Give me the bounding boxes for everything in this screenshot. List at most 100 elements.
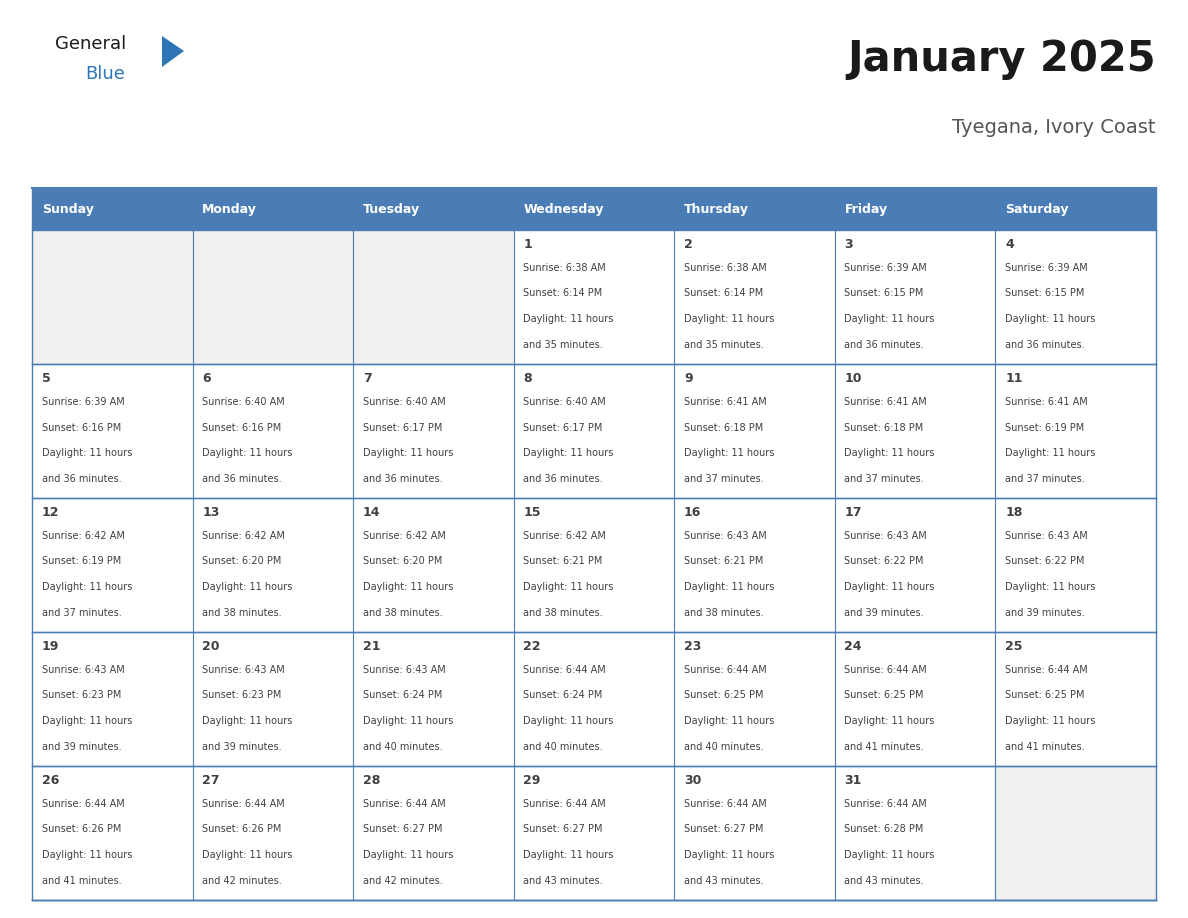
Bar <box>513 498 675 632</box>
Bar <box>353 230 513 364</box>
Text: 8: 8 <box>524 372 532 385</box>
Bar <box>32 766 192 900</box>
Text: and 36 minutes.: and 36 minutes. <box>362 474 442 484</box>
Text: Daylight: 11 hours: Daylight: 11 hours <box>1005 314 1095 324</box>
Text: and 37 minutes.: and 37 minutes. <box>1005 474 1085 484</box>
Text: 12: 12 <box>42 506 59 519</box>
Text: Sunrise: 6:38 AM: Sunrise: 6:38 AM <box>524 263 606 273</box>
Text: and 39 minutes.: and 39 minutes. <box>202 742 282 752</box>
Text: Daylight: 11 hours: Daylight: 11 hours <box>684 314 775 324</box>
Text: Sunrise: 6:44 AM: Sunrise: 6:44 AM <box>362 799 446 809</box>
Text: Sunset: 6:15 PM: Sunset: 6:15 PM <box>1005 288 1085 298</box>
Text: Sunset: 6:20 PM: Sunset: 6:20 PM <box>202 556 282 566</box>
Text: Daylight: 11 hours: Daylight: 11 hours <box>845 448 935 458</box>
Text: Daylight: 11 hours: Daylight: 11 hours <box>845 582 935 592</box>
Text: 23: 23 <box>684 640 701 653</box>
Text: and 38 minutes.: and 38 minutes. <box>524 608 604 618</box>
Text: Sunrise: 6:44 AM: Sunrise: 6:44 AM <box>684 665 766 675</box>
Bar <box>513 766 675 900</box>
Bar <box>835 632 996 766</box>
Text: 1: 1 <box>524 238 532 251</box>
Text: Sunrise: 6:44 AM: Sunrise: 6:44 AM <box>684 799 766 809</box>
Text: and 43 minutes.: and 43 minutes. <box>684 876 764 886</box>
Text: Daylight: 11 hours: Daylight: 11 hours <box>524 448 614 458</box>
Text: Daylight: 11 hours: Daylight: 11 hours <box>42 448 132 458</box>
Text: 27: 27 <box>202 774 220 787</box>
Text: and 38 minutes.: and 38 minutes. <box>684 608 764 618</box>
Text: and 39 minutes.: and 39 minutes. <box>1005 608 1085 618</box>
Text: 16: 16 <box>684 506 701 519</box>
Text: and 36 minutes.: and 36 minutes. <box>202 474 282 484</box>
Text: and 37 minutes.: and 37 minutes. <box>684 474 764 484</box>
Bar <box>996 364 1156 498</box>
Text: Sunrise: 6:42 AM: Sunrise: 6:42 AM <box>362 531 446 541</box>
Text: Daylight: 11 hours: Daylight: 11 hours <box>845 314 935 324</box>
Bar <box>353 766 513 900</box>
Text: Sunrise: 6:43 AM: Sunrise: 6:43 AM <box>362 665 446 675</box>
Text: Sunset: 6:14 PM: Sunset: 6:14 PM <box>524 288 602 298</box>
Text: Sunset: 6:20 PM: Sunset: 6:20 PM <box>362 556 442 566</box>
Text: Sunset: 6:27 PM: Sunset: 6:27 PM <box>524 824 602 834</box>
Text: General: General <box>55 35 126 53</box>
Bar <box>996 230 1156 364</box>
Text: Sunrise: 6:43 AM: Sunrise: 6:43 AM <box>202 665 285 675</box>
Text: and 40 minutes.: and 40 minutes. <box>362 742 442 752</box>
Text: Daylight: 11 hours: Daylight: 11 hours <box>202 850 292 860</box>
Bar <box>513 364 675 498</box>
Text: and 35 minutes.: and 35 minutes. <box>524 340 604 350</box>
Text: Sunrise: 6:42 AM: Sunrise: 6:42 AM <box>524 531 606 541</box>
Text: Sunset: 6:18 PM: Sunset: 6:18 PM <box>845 422 924 432</box>
Text: Sunset: 6:23 PM: Sunset: 6:23 PM <box>42 690 121 700</box>
Text: Daylight: 11 hours: Daylight: 11 hours <box>524 314 614 324</box>
Text: Sunset: 6:24 PM: Sunset: 6:24 PM <box>362 690 442 700</box>
Text: Sunset: 6:23 PM: Sunset: 6:23 PM <box>202 690 282 700</box>
Text: Sunrise: 6:43 AM: Sunrise: 6:43 AM <box>684 531 766 541</box>
Bar <box>996 188 1156 230</box>
Text: Sunset: 6:22 PM: Sunset: 6:22 PM <box>845 556 924 566</box>
Bar <box>835 188 996 230</box>
Text: 28: 28 <box>362 774 380 787</box>
Text: Daylight: 11 hours: Daylight: 11 hours <box>524 582 614 592</box>
Text: and 37 minutes.: and 37 minutes. <box>42 608 121 618</box>
Bar <box>996 632 1156 766</box>
Text: Daylight: 11 hours: Daylight: 11 hours <box>845 850 935 860</box>
Text: Sunset: 6:14 PM: Sunset: 6:14 PM <box>684 288 763 298</box>
Text: Sunrise: 6:39 AM: Sunrise: 6:39 AM <box>845 263 928 273</box>
Text: Daylight: 11 hours: Daylight: 11 hours <box>1005 716 1095 726</box>
Text: Sunset: 6:17 PM: Sunset: 6:17 PM <box>524 422 602 432</box>
Bar <box>835 230 996 364</box>
Text: Sunset: 6:15 PM: Sunset: 6:15 PM <box>845 288 924 298</box>
Text: Sunrise: 6:44 AM: Sunrise: 6:44 AM <box>524 665 606 675</box>
Text: Daylight: 11 hours: Daylight: 11 hours <box>202 716 292 726</box>
Bar <box>675 766 835 900</box>
Text: January 2025: January 2025 <box>847 38 1156 80</box>
Text: and 41 minutes.: and 41 minutes. <box>845 742 924 752</box>
Text: 17: 17 <box>845 506 862 519</box>
Text: Sunset: 6:21 PM: Sunset: 6:21 PM <box>684 556 764 566</box>
Bar <box>32 188 192 230</box>
Text: and 43 minutes.: and 43 minutes. <box>524 876 604 886</box>
Text: Daylight: 11 hours: Daylight: 11 hours <box>684 716 775 726</box>
Text: Daylight: 11 hours: Daylight: 11 hours <box>42 582 132 592</box>
Text: 25: 25 <box>1005 640 1023 653</box>
Bar <box>996 766 1156 900</box>
Bar <box>353 632 513 766</box>
Text: 20: 20 <box>202 640 220 653</box>
Bar <box>353 498 513 632</box>
Text: Daylight: 11 hours: Daylight: 11 hours <box>684 850 775 860</box>
Text: Tuesday: Tuesday <box>362 203 419 216</box>
Text: 19: 19 <box>42 640 59 653</box>
Text: 9: 9 <box>684 372 693 385</box>
Text: and 39 minutes.: and 39 minutes. <box>42 742 121 752</box>
Text: Sunrise: 6:43 AM: Sunrise: 6:43 AM <box>845 531 928 541</box>
Text: Daylight: 11 hours: Daylight: 11 hours <box>524 716 614 726</box>
Text: Sunday: Sunday <box>42 203 94 216</box>
Text: 11: 11 <box>1005 372 1023 385</box>
Text: Sunset: 6:17 PM: Sunset: 6:17 PM <box>362 422 442 432</box>
Bar <box>996 498 1156 632</box>
Bar <box>192 230 353 364</box>
Text: Sunrise: 6:40 AM: Sunrise: 6:40 AM <box>202 397 285 407</box>
Text: Sunrise: 6:41 AM: Sunrise: 6:41 AM <box>1005 397 1088 407</box>
Text: Monday: Monday <box>202 203 257 216</box>
Bar <box>675 188 835 230</box>
